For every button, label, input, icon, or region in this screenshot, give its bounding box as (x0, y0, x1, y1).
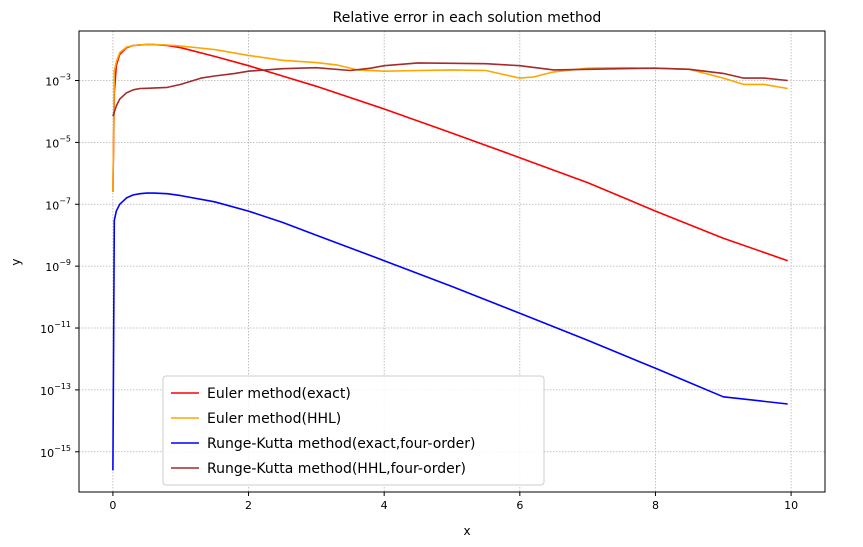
legend-label-2: Runge-Kutta method(exact,four-order) (207, 436, 476, 452)
plot-frame (78, 30, 826, 493)
x-tick-label: 10 (784, 499, 798, 512)
y-tick-label: 10−7 (45, 196, 71, 212)
chart-title: Relative error in each solution method (333, 10, 602, 26)
x-tick-label: 6 (516, 499, 523, 512)
y-tick-label: 10−13 (40, 382, 71, 398)
y-axis-label: y (9, 258, 23, 265)
x-tick-label: 2 (245, 499, 252, 512)
series-line-3 (112, 62, 788, 117)
y-tick-label: 10−11 (40, 320, 71, 336)
legend-label-0: Euler method(exact) (207, 386, 351, 402)
series-line-0 (112, 43, 788, 262)
legend-box (162, 375, 545, 486)
legend: Euler method(exact) Euler method(HHL) Rung… (162, 375, 545, 486)
y-tick-label: 10−15 (40, 444, 71, 460)
x-tick-label: 8 (652, 499, 659, 512)
x-tick-label: 4 (381, 499, 388, 512)
axis-ticks: 0 2 4 6 8 10 10−15 10−13 10−11 10−9 10−7 10−5 10−3 (40, 73, 798, 512)
y-tick-label: 10−5 (45, 134, 71, 150)
x-tick-label: 0 (109, 499, 116, 512)
series-line-2 (112, 192, 788, 471)
legend-label-1: Euler method(HHL) (207, 411, 341, 427)
series-lines (112, 43, 788, 471)
y-tick-label: 10−3 (45, 73, 71, 89)
x-axis-label: x (463, 524, 470, 538)
y-tick-label: 10−9 (45, 258, 71, 274)
legend-label-3: Runge-Kutta method(HHL,four-order) (207, 461, 466, 477)
